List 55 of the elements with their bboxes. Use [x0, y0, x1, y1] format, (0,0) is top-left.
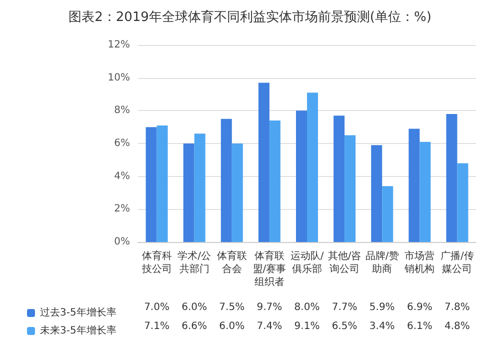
- bar: [232, 144, 243, 242]
- bar: [446, 114, 458, 242]
- bar: [371, 145, 382, 242]
- bar: [296, 110, 307, 242]
- data-label: 6.9%: [406, 302, 432, 313]
- x-tick-label: 体育联盟/赛事组织者: [252, 250, 286, 288]
- data-label: 7.0%: [144, 302, 170, 313]
- y-tick-label: 6%: [114, 138, 130, 149]
- data-label: 5.9%: [369, 302, 395, 313]
- bar: [382, 186, 394, 242]
- bar: [307, 92, 318, 242]
- chart-title: 图表2：2019年全球体育不同利益实体市场前景预测(单位：%): [68, 9, 432, 25]
- data-label: 6.5%: [332, 321, 358, 332]
- bar: [420, 142, 431, 242]
- data-label: 9.1%: [294, 321, 320, 332]
- data-label: 7.5%: [219, 302, 245, 313]
- legend-label: 过去3-5年增长率: [40, 306, 116, 318]
- data-label: 7.7%: [332, 302, 358, 313]
- bar: [183, 144, 194, 242]
- data-label: 7.4%: [256, 321, 282, 332]
- x-tick-label: 品牌/赞助商: [365, 250, 399, 275]
- bar: [344, 135, 356, 242]
- legend-label: 未来3-5年增长率: [40, 324, 116, 336]
- y-tick-label: 0%: [114, 236, 130, 248]
- bar: [194, 134, 206, 242]
- data-label: 7.1%: [144, 321, 170, 332]
- x-tick-label: 体育联合会: [216, 250, 247, 275]
- bar: [334, 116, 345, 242]
- bar: [408, 128, 420, 242]
- y-tick-label: 8%: [114, 105, 130, 116]
- y-tick-label: 2%: [114, 204, 130, 215]
- x-tick-label: 体育科技公司: [140, 250, 172, 275]
- bar: [457, 163, 468, 242]
- y-tick-label: 10%: [108, 72, 130, 84]
- data-label: 7.8%: [444, 302, 470, 313]
- x-tick-label: 市场营销机构: [404, 250, 435, 275]
- bar: [146, 127, 157, 242]
- bar: [156, 125, 168, 242]
- x-tick-label: 其他/咨询公司: [328, 250, 362, 275]
- data-label: 3.4%: [369, 321, 395, 332]
- y-tick-label: 12%: [108, 40, 130, 50]
- x-tick-label: 学术/公共部门: [178, 250, 212, 275]
- bar: [258, 82, 270, 242]
- data-label: 6.0%: [182, 302, 208, 313]
- data-label: 4.8%: [444, 321, 470, 332]
- y-tick-label: 4%: [114, 170, 130, 182]
- bar: [220, 118, 232, 242]
- bar: [269, 120, 280, 242]
- data-label: 9.7%: [256, 302, 282, 313]
- data-label: 6.0%: [219, 321, 245, 332]
- x-tick-label: 运动队/俱乐部: [290, 250, 324, 275]
- data-label: 8.0%: [294, 302, 320, 313]
- x-tick-label: 广播/传媒公司: [440, 250, 474, 275]
- data-label: 6.1%: [406, 321, 432, 332]
- data-label: 6.6%: [182, 321, 208, 332]
